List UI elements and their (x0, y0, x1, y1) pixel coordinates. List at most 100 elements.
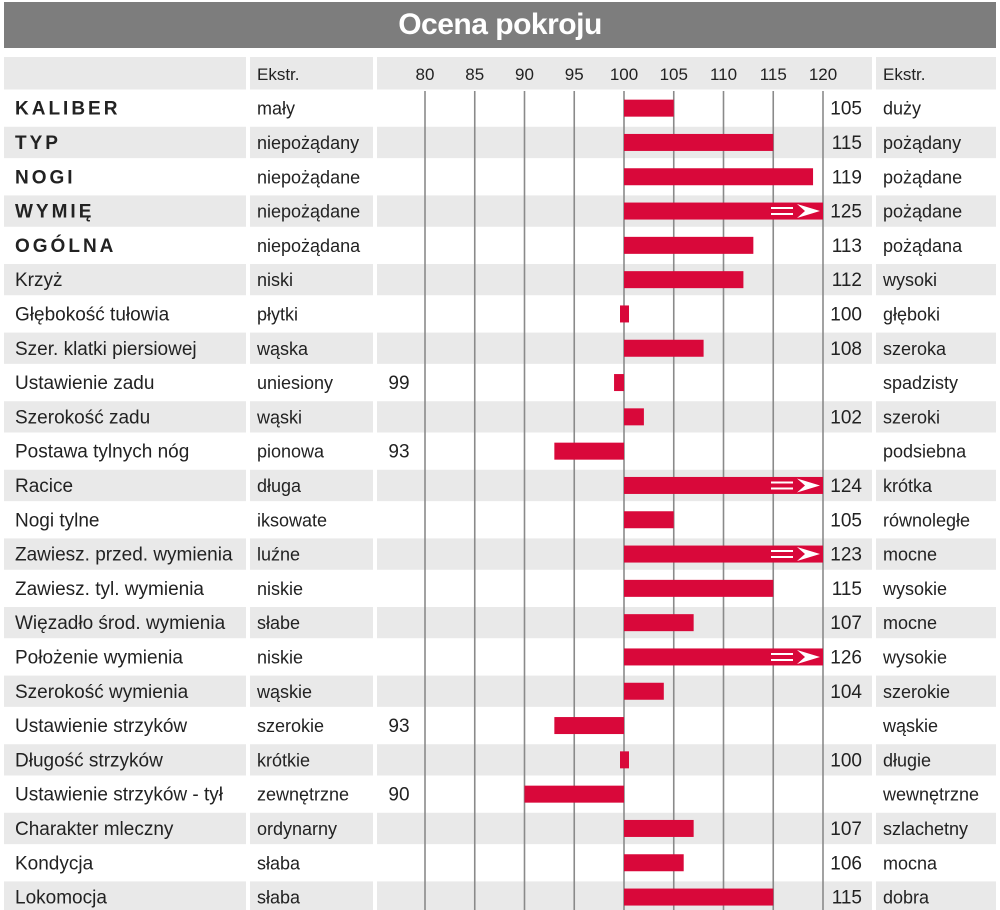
high-extreme-label: długie (883, 750, 931, 770)
value-label: 100 (830, 750, 862, 771)
trait-label: WYMIĘ (15, 202, 94, 223)
bar (624, 682, 664, 700)
bar (624, 854, 684, 872)
value-label: 115 (832, 579, 862, 600)
row-shade (4, 605, 996, 640)
bar (624, 648, 823, 666)
row-shade (4, 399, 996, 434)
trait-label: Ustawienie strzyków - tył (15, 785, 224, 806)
high-extreme-label: spadzisty (883, 373, 958, 393)
trait-label: Nogi tylne (15, 510, 100, 531)
bar (614, 374, 624, 392)
high-extreme-label: podsiebna (883, 442, 967, 462)
low-extreme-label: niski (257, 270, 293, 290)
tick-label: 105 (660, 65, 688, 84)
bar (624, 614, 694, 632)
trait-label: Szerokość zadu (15, 407, 150, 428)
bar (624, 476, 823, 494)
high-extreme-label: szeroki (883, 407, 940, 427)
tick-label: 90 (515, 65, 534, 84)
bar (620, 305, 629, 323)
trait-label: Szer. klatki piersiowej (15, 339, 197, 360)
row-shade (4, 468, 996, 503)
value-label: 107 (830, 613, 862, 634)
value-label: 93 (388, 442, 409, 463)
value-label: 126 (830, 647, 862, 668)
row-shade (4, 811, 996, 846)
low-extreme-label: niskie (257, 579, 303, 599)
value-label: 125 (830, 202, 862, 223)
high-extreme-label: duży (883, 99, 921, 119)
high-extreme-label: równoległe (883, 510, 970, 530)
low-extreme-label: ordynarny (257, 819, 337, 839)
low-extreme-label: szerokie (257, 716, 324, 736)
bar (624, 888, 774, 906)
high-extreme-label: pożądana (883, 236, 963, 256)
low-extreme-label: wąskie (256, 682, 312, 702)
value-label: 104 (830, 682, 862, 703)
overflow-arrow (797, 204, 820, 219)
row-shade (4, 742, 996, 777)
row-shade (4, 331, 996, 366)
trait-label: NOGI (15, 167, 76, 188)
trait-label: Ustawienie zadu (15, 373, 154, 394)
low-extreme-label: słaba (257, 888, 301, 908)
trait-label: KALIBER (15, 99, 120, 120)
low-extreme-label: luźne (257, 545, 300, 565)
value-label: 102 (830, 407, 862, 428)
trait-label: Długość strzyków (15, 750, 163, 771)
trait-label: Więzadło środ. wymienia (15, 613, 226, 634)
high-extreme-label: dobra (883, 888, 930, 908)
bar (624, 819, 694, 837)
value-label: 106 (830, 853, 862, 874)
bar (624, 545, 823, 563)
bar (624, 133, 774, 151)
high-extreme-label: mocne (883, 545, 937, 565)
low-extreme-label: krótkie (257, 750, 310, 770)
trait-label: Zawiesz. tyl. wymienia (15, 579, 204, 600)
trait-label: Krzyż (15, 270, 63, 291)
low-extreme-label: pionowa (257, 442, 325, 462)
trait-label: Szerokość wymienia (15, 682, 189, 703)
high-extreme-label: szeroka (883, 339, 947, 359)
low-extreme-label: niepożądany (257, 133, 359, 153)
tick-label: 80 (416, 65, 435, 84)
row-shade (4, 262, 996, 297)
value-label: 105 (830, 99, 862, 120)
value-label: 115 (832, 888, 862, 909)
low-extreme-label: niepożądane (257, 202, 360, 222)
high-extreme-label: głęboki (883, 304, 940, 324)
high-extreme-label: pożądane (883, 202, 962, 222)
low-extreme-label: wąski (256, 407, 302, 427)
value-label: 100 (830, 304, 862, 325)
overflow-arrow (797, 649, 820, 664)
right-extreme-header: Ekstr. (883, 65, 926, 84)
high-extreme-label: wysokie (882, 579, 947, 599)
left-extreme-header: Ekstr. (257, 65, 300, 84)
low-extreme-label: mały (257, 99, 295, 119)
bar (624, 339, 704, 357)
bar (624, 271, 744, 289)
overflow-arrow (797, 547, 820, 562)
low-extreme-label: niepożądane (257, 167, 360, 187)
value-label: 124 (830, 476, 862, 497)
value-label: 107 (830, 819, 862, 840)
overflow-arrow (797, 478, 820, 493)
low-extreme-label: wąska (256, 339, 309, 359)
trait-label: OGÓLNA (15, 235, 116, 257)
high-extreme-label: mocne (883, 613, 937, 633)
bar (624, 99, 674, 117)
trait-label: Głębokość tułowia (15, 304, 170, 325)
high-extreme-label: wysoki (882, 270, 937, 290)
bar (620, 751, 629, 769)
value-label: 112 (832, 270, 862, 291)
trait-label: Położenie wymienia (15, 647, 183, 668)
row-shade (4, 125, 996, 160)
bar (624, 511, 674, 529)
bar (624, 202, 823, 220)
tick-label: 120 (809, 65, 837, 84)
trait-label: Zawiesz. przed. wymienia (15, 545, 233, 566)
high-extreme-label: szerokie (883, 682, 950, 702)
bar (624, 168, 814, 186)
